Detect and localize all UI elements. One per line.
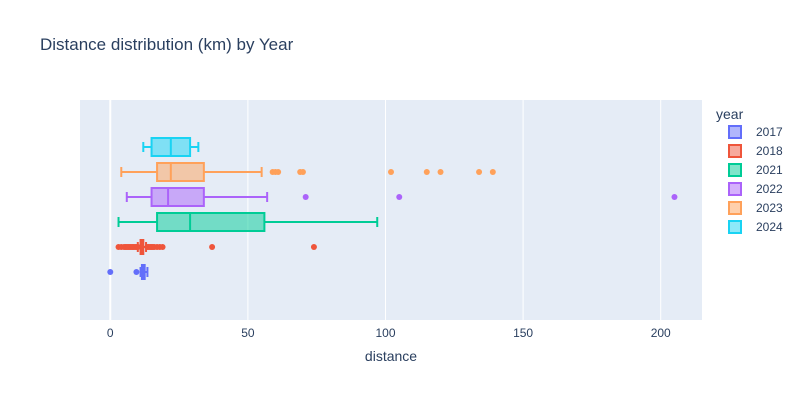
outlier-point[interactable] — [310, 244, 317, 250]
legend-swatch — [728, 201, 742, 215]
legend-swatch — [728, 144, 742, 158]
legend-item-2024[interactable]: 2024 — [728, 220, 783, 234]
legend-label: 2017 — [756, 125, 783, 139]
x-tick-label: 50 — [241, 326, 255, 340]
outlier-point[interactable] — [396, 194, 403, 200]
legend-swatch — [728, 163, 742, 177]
outlier-point[interactable] — [275, 169, 282, 175]
box-series-2017 — [107, 264, 149, 280]
x-tick-label: 200 — [651, 326, 671, 340]
x-tick-label: 0 — [107, 326, 114, 340]
plot-background — [80, 100, 702, 320]
legend-item-2021[interactable]: 2021 — [728, 163, 783, 177]
outlier-point[interactable] — [302, 194, 309, 200]
outlier-point[interactable] — [107, 269, 114, 275]
outlier-point[interactable] — [437, 169, 444, 175]
outlier-point[interactable] — [299, 169, 306, 175]
legend-swatch — [728, 220, 742, 234]
box-iqr[interactable] — [156, 162, 205, 182]
box-iqr[interactable] — [156, 212, 266, 232]
legend-label: 2023 — [756, 201, 783, 215]
box-series-2018 — [115, 239, 317, 255]
outlier-point[interactable] — [209, 244, 216, 250]
outlier-point[interactable] — [134, 244, 141, 250]
legend-item-2018[interactable]: 2018 — [728, 144, 783, 158]
box-series — [107, 137, 678, 280]
chart-title: Distance distribution (km) by Year — [40, 35, 294, 54]
legend-item-2017[interactable]: 2017 — [728, 125, 783, 139]
legend-swatch — [728, 125, 742, 139]
grid-lines — [109, 100, 662, 320]
outlier-point[interactable] — [133, 269, 140, 275]
x-tick-labels: 0 50 100 150 200 — [107, 326, 671, 340]
box-series-2022 — [125, 187, 678, 207]
legend[interactable]: 2017 2018 2021 2022 2023 2024 — [728, 125, 783, 234]
legend-item-2023[interactable]: 2023 — [728, 201, 783, 215]
x-tick-label: 100 — [375, 326, 395, 340]
x-axis-title: distance — [365, 348, 417, 364]
box-series-2024 — [142, 137, 200, 157]
outlier-point[interactable] — [388, 169, 394, 175]
legend-label: 2022 — [756, 182, 783, 196]
outlier-point[interactable] — [423, 169, 430, 175]
legend-label: 2018 — [756, 144, 783, 158]
outlier-point[interactable] — [476, 169, 483, 175]
box-series-2021 — [117, 212, 379, 232]
box-series-2023 — [120, 162, 496, 182]
legend-label: 2024 — [756, 220, 783, 234]
outlier-point[interactable] — [159, 244, 166, 250]
legend-item-2022[interactable]: 2022 — [728, 182, 783, 196]
legend-swatch — [728, 182, 742, 196]
box-iqr[interactable] — [150, 187, 205, 207]
outlier-point[interactable] — [671, 194, 678, 200]
legend-label: 2021 — [756, 163, 783, 177]
outlier-point[interactable] — [489, 169, 496, 175]
legend-title: year — [716, 106, 744, 122]
x-tick-label: 150 — [513, 326, 533, 340]
